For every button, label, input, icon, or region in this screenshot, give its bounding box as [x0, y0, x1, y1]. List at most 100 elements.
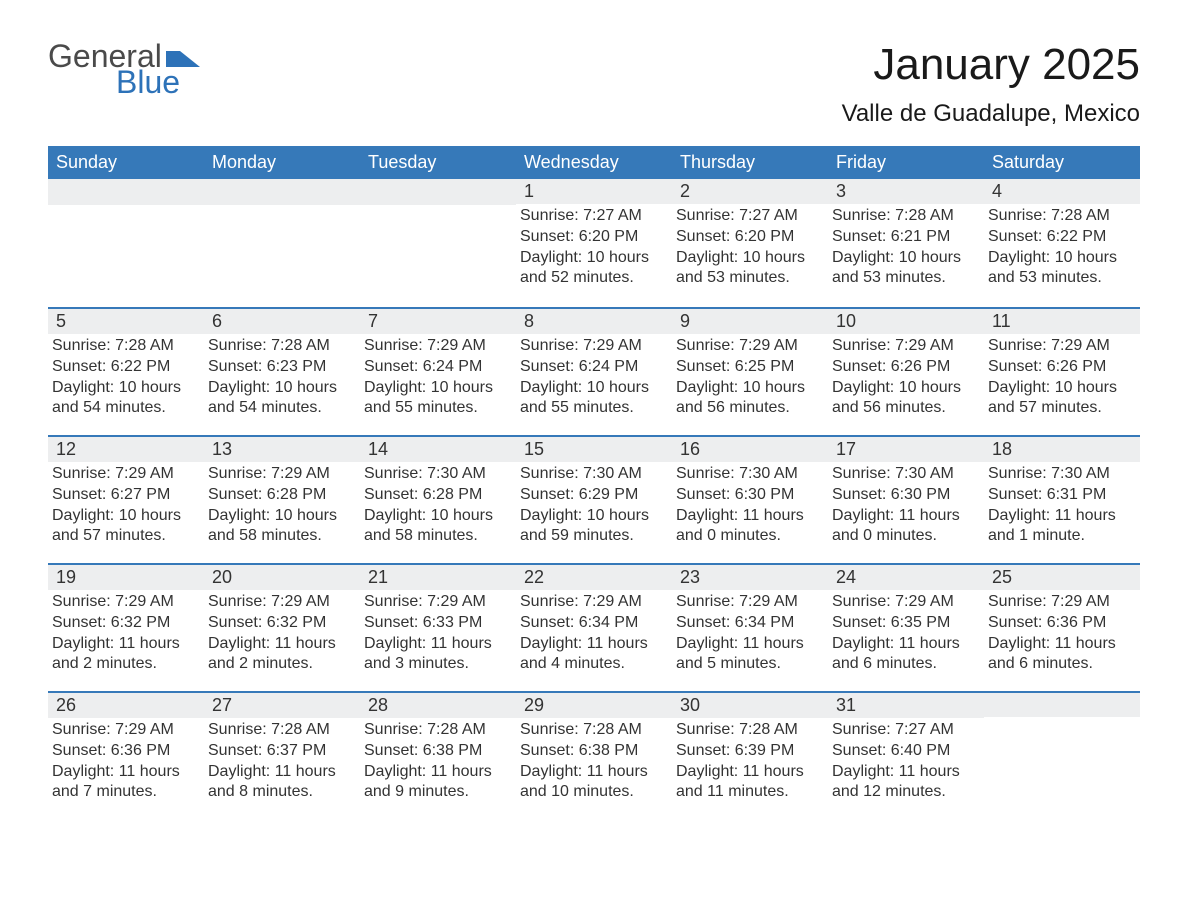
- daylight-line: Daylight: 10 hours and 53 minutes.: [988, 248, 1136, 290]
- daylight-line: Daylight: 11 hours and 8 minutes.: [208, 762, 356, 804]
- sunset-line: Sunset: 6:32 PM: [208, 613, 356, 634]
- sunset-line: Sunset: 6:28 PM: [208, 485, 356, 506]
- daylight-line: Daylight: 10 hours and 53 minutes.: [676, 248, 824, 290]
- day-header: Tuesday: [360, 146, 516, 179]
- daylight-line: Daylight: 11 hours and 6 minutes.: [988, 634, 1136, 676]
- daylight-line: Daylight: 10 hours and 59 minutes.: [520, 506, 668, 548]
- day-number: 14: [360, 435, 516, 462]
- day-details: Sunrise: 7:29 AMSunset: 6:36 PMDaylight:…: [48, 718, 204, 809]
- day-header: Thursday: [672, 146, 828, 179]
- logo-text-blue: Blue: [116, 66, 200, 98]
- day-details: Sunrise: 7:29 AMSunset: 6:36 PMDaylight:…: [984, 590, 1140, 681]
- day-number: 5: [48, 307, 204, 334]
- day-details: Sunrise: 7:30 AMSunset: 6:28 PMDaylight:…: [360, 462, 516, 553]
- sunset-line: Sunset: 6:22 PM: [988, 227, 1136, 248]
- day-number: 21: [360, 563, 516, 590]
- calendar-day: 12Sunrise: 7:29 AMSunset: 6:27 PMDayligh…: [48, 435, 204, 563]
- day-number: 11: [984, 307, 1140, 334]
- sunrise-line: Sunrise: 7:29 AM: [832, 592, 980, 613]
- sunrise-line: Sunrise: 7:29 AM: [988, 336, 1136, 357]
- calendar-day: 26Sunrise: 7:29 AMSunset: 6:36 PMDayligh…: [48, 691, 204, 819]
- day-number: 4: [984, 179, 1140, 204]
- sunrise-line: Sunrise: 7:29 AM: [52, 464, 200, 485]
- sunrise-line: Sunrise: 7:29 AM: [676, 336, 824, 357]
- sunrise-line: Sunrise: 7:27 AM: [520, 206, 668, 227]
- sunset-line: Sunset: 6:33 PM: [364, 613, 512, 634]
- day-number: 25: [984, 563, 1140, 590]
- sunrise-line: Sunrise: 7:27 AM: [676, 206, 824, 227]
- sunset-line: Sunset: 6:32 PM: [52, 613, 200, 634]
- day-number: 6: [204, 307, 360, 334]
- sunset-line: Sunset: 6:25 PM: [676, 357, 824, 378]
- day-details: Sunrise: 7:29 AMSunset: 6:24 PMDaylight:…: [360, 334, 516, 425]
- day-details: Sunrise: 7:28 AMSunset: 6:39 PMDaylight:…: [672, 718, 828, 809]
- sunset-line: Sunset: 6:26 PM: [832, 357, 980, 378]
- calendar-day: 8Sunrise: 7:29 AMSunset: 6:24 PMDaylight…: [516, 307, 672, 435]
- calendar-day: 23Sunrise: 7:29 AMSunset: 6:34 PMDayligh…: [672, 563, 828, 691]
- sunrise-line: Sunrise: 7:29 AM: [364, 592, 512, 613]
- day-details: Sunrise: 7:30 AMSunset: 6:30 PMDaylight:…: [672, 462, 828, 553]
- empty-day-strip: [204, 179, 360, 205]
- sunrise-line: Sunrise: 7:28 AM: [208, 720, 356, 741]
- calendar-table: SundayMondayTuesdayWednesdayThursdayFrid…: [48, 146, 1140, 819]
- calendar-day: 19Sunrise: 7:29 AMSunset: 6:32 PMDayligh…: [48, 563, 204, 691]
- sunset-line: Sunset: 6:35 PM: [832, 613, 980, 634]
- sunset-line: Sunset: 6:40 PM: [832, 741, 980, 762]
- sunrise-line: Sunrise: 7:30 AM: [364, 464, 512, 485]
- day-number: 30: [672, 691, 828, 718]
- calendar-day: 13Sunrise: 7:29 AMSunset: 6:28 PMDayligh…: [204, 435, 360, 563]
- daylight-line: Daylight: 11 hours and 12 minutes.: [832, 762, 980, 804]
- day-number: 16: [672, 435, 828, 462]
- calendar-day: 25Sunrise: 7:29 AMSunset: 6:36 PMDayligh…: [984, 563, 1140, 691]
- day-details: Sunrise: 7:29 AMSunset: 6:24 PMDaylight:…: [516, 334, 672, 425]
- sunset-line: Sunset: 6:34 PM: [520, 613, 668, 634]
- sunset-line: Sunset: 6:37 PM: [208, 741, 356, 762]
- sunset-line: Sunset: 6:28 PM: [364, 485, 512, 506]
- day-details: Sunrise: 7:29 AMSunset: 6:27 PMDaylight:…: [48, 462, 204, 553]
- day-details: Sunrise: 7:29 AMSunset: 6:33 PMDaylight:…: [360, 590, 516, 681]
- calendar-header-row: SundayMondayTuesdayWednesdayThursdayFrid…: [48, 146, 1140, 179]
- day-number: 18: [984, 435, 1140, 462]
- sunrise-line: Sunrise: 7:28 AM: [208, 336, 356, 357]
- day-details: Sunrise: 7:29 AMSunset: 6:35 PMDaylight:…: [828, 590, 984, 681]
- day-details: Sunrise: 7:29 AMSunset: 6:26 PMDaylight:…: [984, 334, 1140, 425]
- day-details: Sunrise: 7:28 AMSunset: 6:22 PMDaylight:…: [984, 204, 1140, 295]
- daylight-line: Daylight: 11 hours and 5 minutes.: [676, 634, 824, 676]
- sunset-line: Sunset: 6:22 PM: [52, 357, 200, 378]
- empty-day-strip: [360, 179, 516, 205]
- calendar-day: 31Sunrise: 7:27 AMSunset: 6:40 PMDayligh…: [828, 691, 984, 819]
- day-number: 7: [360, 307, 516, 334]
- daylight-line: Daylight: 11 hours and 11 minutes.: [676, 762, 824, 804]
- sunrise-line: Sunrise: 7:29 AM: [988, 592, 1136, 613]
- day-number: 15: [516, 435, 672, 462]
- daylight-line: Daylight: 10 hours and 55 minutes.: [520, 378, 668, 420]
- sunrise-line: Sunrise: 7:29 AM: [520, 336, 668, 357]
- calendar-day: 6Sunrise: 7:28 AMSunset: 6:23 PMDaylight…: [204, 307, 360, 435]
- day-number: 9: [672, 307, 828, 334]
- calendar-week: 19Sunrise: 7:29 AMSunset: 6:32 PMDayligh…: [48, 563, 1140, 691]
- day-details: Sunrise: 7:28 AMSunset: 6:37 PMDaylight:…: [204, 718, 360, 809]
- daylight-line: Daylight: 11 hours and 10 minutes.: [520, 762, 668, 804]
- day-details: Sunrise: 7:29 AMSunset: 6:34 PMDaylight:…: [516, 590, 672, 681]
- calendar-day: 9Sunrise: 7:29 AMSunset: 6:25 PMDaylight…: [672, 307, 828, 435]
- sunrise-line: Sunrise: 7:28 AM: [364, 720, 512, 741]
- daylight-line: Daylight: 11 hours and 4 minutes.: [520, 634, 668, 676]
- calendar-day: 14Sunrise: 7:30 AMSunset: 6:28 PMDayligh…: [360, 435, 516, 563]
- sunset-line: Sunset: 6:36 PM: [52, 741, 200, 762]
- calendar-day-empty: [984, 691, 1140, 819]
- calendar-week: 1Sunrise: 7:27 AMSunset: 6:20 PMDaylight…: [48, 179, 1140, 307]
- day-number: 12: [48, 435, 204, 462]
- sunset-line: Sunset: 6:21 PM: [832, 227, 980, 248]
- sunrise-line: Sunrise: 7:30 AM: [832, 464, 980, 485]
- day-number: 22: [516, 563, 672, 590]
- sunset-line: Sunset: 6:29 PM: [520, 485, 668, 506]
- sunrise-line: Sunrise: 7:29 AM: [832, 336, 980, 357]
- calendar-day: 21Sunrise: 7:29 AMSunset: 6:33 PMDayligh…: [360, 563, 516, 691]
- day-details: Sunrise: 7:28 AMSunset: 6:23 PMDaylight:…: [204, 334, 360, 425]
- day-details: Sunrise: 7:29 AMSunset: 6:32 PMDaylight:…: [48, 590, 204, 681]
- sunset-line: Sunset: 6:20 PM: [676, 227, 824, 248]
- calendar-day: 27Sunrise: 7:28 AMSunset: 6:37 PMDayligh…: [204, 691, 360, 819]
- daylight-line: Daylight: 10 hours and 58 minutes.: [208, 506, 356, 548]
- day-number: 31: [828, 691, 984, 718]
- calendar-week: 26Sunrise: 7:29 AMSunset: 6:36 PMDayligh…: [48, 691, 1140, 819]
